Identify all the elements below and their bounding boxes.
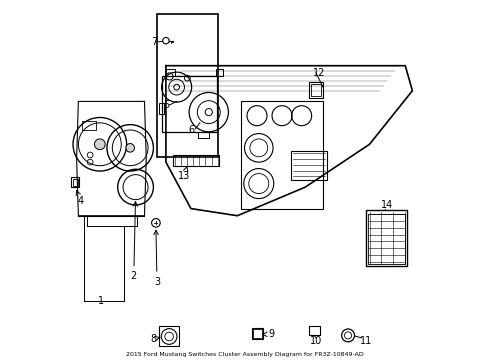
Bar bbox=[310, 84, 321, 96]
Text: 10: 10 bbox=[309, 337, 322, 346]
Text: 8: 8 bbox=[150, 334, 160, 344]
Bar bbox=[173, 155, 219, 166]
Bar bbox=[252, 329, 262, 338]
Bar bbox=[159, 103, 164, 114]
Text: 12: 12 bbox=[313, 68, 325, 78]
Text: 2: 2 bbox=[130, 202, 137, 282]
Bar bbox=[308, 82, 323, 98]
Bar bbox=[157, 14, 217, 157]
Text: 9: 9 bbox=[262, 329, 274, 339]
Bar bbox=[82, 121, 96, 130]
Bar bbox=[159, 327, 179, 346]
Text: 14: 14 bbox=[381, 200, 393, 210]
Text: 2015 Ford Mustang Switches Cluster Assembly Diagram for FR3Z-10849-AD: 2015 Ford Mustang Switches Cluster Assem… bbox=[125, 352, 363, 357]
Text: 3: 3 bbox=[154, 230, 160, 287]
Bar bbox=[367, 214, 405, 264]
Text: 7: 7 bbox=[151, 37, 157, 47]
Bar bbox=[290, 152, 326, 180]
Bar bbox=[162, 76, 217, 132]
Bar bbox=[71, 177, 79, 187]
Bar bbox=[73, 179, 78, 186]
Text: 13: 13 bbox=[177, 166, 189, 181]
Text: 1: 1 bbox=[97, 296, 103, 306]
Bar bbox=[308, 327, 319, 336]
Text: 5: 5 bbox=[163, 100, 169, 110]
Bar bbox=[198, 132, 208, 138]
Bar bbox=[216, 69, 223, 76]
Text: 11: 11 bbox=[359, 336, 371, 346]
Bar bbox=[251, 328, 263, 339]
Bar bbox=[241, 102, 323, 208]
Circle shape bbox=[94, 139, 105, 150]
Text: 6: 6 bbox=[188, 125, 194, 135]
Circle shape bbox=[125, 144, 134, 152]
Bar bbox=[365, 210, 406, 266]
Text: 4: 4 bbox=[76, 191, 84, 206]
Bar bbox=[165, 69, 175, 76]
